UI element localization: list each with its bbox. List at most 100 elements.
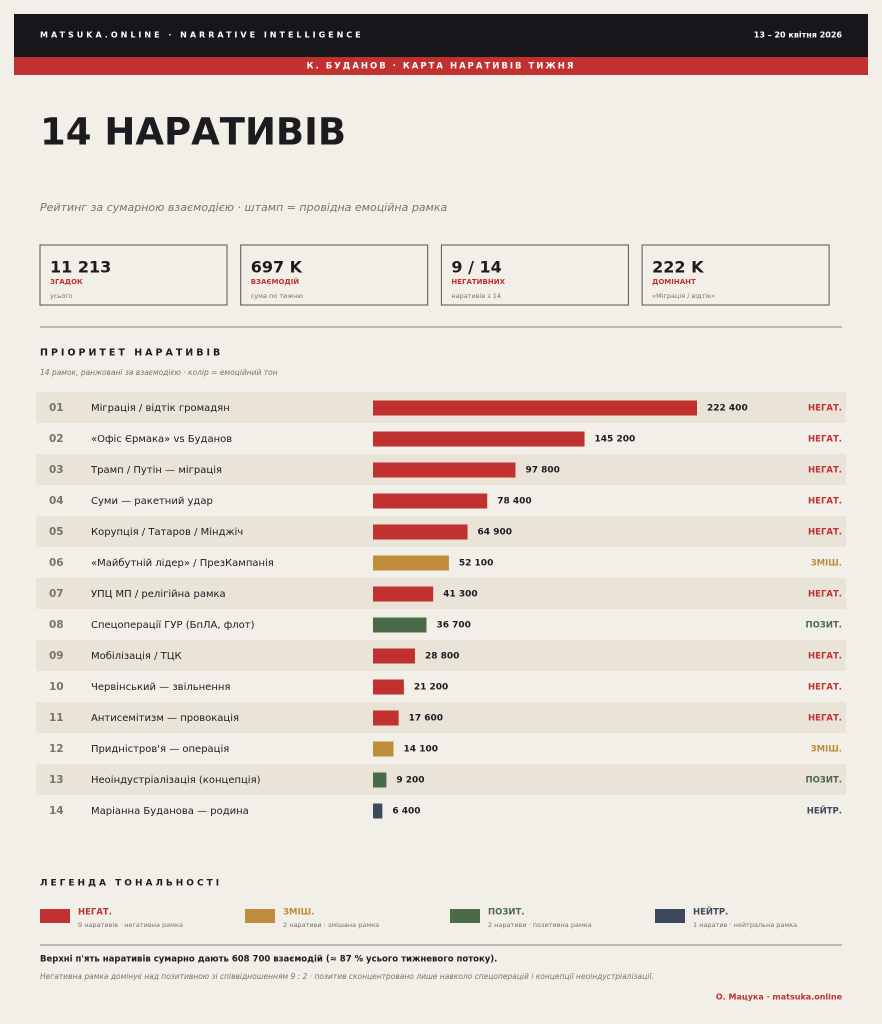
header-bar (14, 14, 868, 57)
rank: 09 (49, 650, 64, 662)
category-label: «Майбутній лідер» / ПрезКампанія (91, 557, 274, 569)
value-label: 14 100 (404, 745, 438, 755)
bar (373, 679, 404, 695)
tone-label: НЕГАТ. (808, 404, 842, 414)
kpi-label: ВЗАЄМОДІЙ (251, 277, 300, 286)
value-label: 36 700 (436, 621, 470, 631)
kpi-card (39, 244, 228, 306)
rank: 02 (49, 433, 64, 445)
legend-swatch (450, 909, 480, 923)
category-label: Трамп / Путін — міграція (90, 464, 222, 476)
kpi-label: ЗГАДОК (50, 278, 83, 286)
category-label: Мобілізація / ТЦК (91, 650, 182, 662)
kpi-value: 9 / 14 (451, 258, 501, 277)
tone-label: НЕГАТ. (808, 497, 842, 507)
category-label: Корупція / Татаров / Мінджіч (91, 526, 243, 538)
tone-label: НЕГАТ. (808, 466, 842, 476)
rank: 08 (49, 619, 64, 631)
legend-name: НЕГАТ. (78, 908, 112, 918)
bar (373, 710, 399, 726)
kpi-value: 222 K (652, 258, 704, 277)
category-label: Червінський — звільнення (91, 681, 230, 693)
rank: 13 (49, 774, 64, 786)
dates: 13 – 20 квітня 2026 (754, 30, 843, 40)
kpi-card (641, 244, 830, 306)
section-title: ПРІОРИТЕТ НАРАТИВІВ (40, 348, 223, 359)
tone-label: НЕГАТ. (808, 652, 842, 662)
bar (373, 431, 585, 447)
footer-summary: Верхні п'ять наративів сумарно дають 608… (40, 954, 497, 965)
bar (373, 586, 434, 602)
subheader: К. БУДАНОВ · КАРТА НАРАТИВІВ ТИЖНЯ (307, 62, 576, 72)
rank: 10 (49, 681, 64, 693)
rank: 12 (49, 743, 64, 755)
row-band (36, 578, 846, 609)
kpi-card (440, 244, 629, 306)
bar (373, 493, 488, 509)
value-label: 78 400 (497, 497, 531, 507)
row-band (36, 764, 846, 795)
section-subtitle: 14 рамок, ранжовані за взаємодією · колі… (40, 368, 278, 377)
legend-title: ЛЕГЕНДА ТОНАЛЬНОСТІ (40, 879, 222, 889)
value-label: 41 300 (443, 590, 477, 600)
value-label: 28 800 (425, 652, 459, 662)
category-label: Придністров'я — операція (91, 743, 229, 755)
kpi-note: усього (50, 292, 73, 300)
legend-swatch (655, 909, 685, 923)
legend-note: 9 наративів · негативна рамка (78, 921, 183, 929)
tone-label: НЕГАТ. (808, 528, 842, 538)
kpi-value: 697 K (251, 258, 303, 277)
kpi-card (240, 244, 429, 306)
bar (373, 555, 449, 571)
bar (373, 462, 516, 478)
rank: 07 (49, 588, 64, 600)
bar (373, 617, 427, 633)
kpi-note: наративів з 14 (451, 292, 501, 300)
legend-name: ЗМІШ. (283, 908, 314, 918)
legend-swatch (245, 909, 275, 923)
category-label: «Офіс Єрмака» vs Буданов (91, 433, 232, 445)
value-label: 97 800 (525, 466, 559, 476)
bar (373, 741, 394, 757)
tone-label: НЕГАТ. (808, 435, 842, 445)
kpi-note: «Міграція / відтік» (652, 292, 715, 300)
tone-label: НЕГАТ. (808, 714, 842, 724)
tone-label: ПОЗИТ. (805, 776, 842, 786)
value-label: 222 400 (707, 404, 748, 414)
tone-label: ПОЗИТ. (805, 621, 842, 631)
legend-swatch (40, 909, 70, 923)
tone-label: НЕЙТР. (807, 805, 842, 817)
tone-label: НЕГАТ. (808, 683, 842, 693)
bar (373, 524, 468, 540)
legend-note: 2 наративи · змішана рамка (283, 921, 379, 929)
tone-label: НЕГАТ. (808, 590, 842, 600)
kpi-value: 11 213 (50, 258, 111, 277)
category-label: Антисемітизм — провокація (91, 712, 239, 724)
bar (373, 400, 697, 416)
category-label: Міграція / відтік громадян (91, 402, 230, 414)
rank: 11 (49, 712, 64, 724)
subheader-bar (14, 57, 868, 75)
legend-note: 2 наративи · позитивна рамка (488, 921, 592, 929)
category-label: Спецоперації ГУР (БпЛА, флот) (91, 619, 255, 631)
value-label: 9 200 (396, 776, 424, 786)
bar (373, 648, 415, 664)
category-label: УПЦ МП / релігійна рамка (91, 588, 226, 600)
rank: 04 (49, 495, 64, 507)
bar (373, 772, 387, 788)
value-label: 145 200 (595, 435, 636, 445)
value-label: 6 400 (392, 807, 420, 817)
kpi-note: сума по тижню (251, 292, 304, 300)
rank: 05 (49, 526, 64, 538)
category-label: Суми — ракетний удар (91, 496, 213, 507)
rank: 03 (49, 464, 64, 476)
lede: Рейтинг за сумарною взаємодією · штамп =… (40, 201, 447, 214)
kpi-label: НЕГАТИВНИХ (451, 278, 505, 286)
legend-name: ПОЗИТ. (488, 908, 525, 918)
rank: 06 (49, 557, 64, 569)
tone-label: ЗМІШ. (811, 559, 842, 569)
row-band (36, 640, 846, 671)
footer-note: Негативна рамка домінує над позитивною з… (40, 972, 654, 981)
